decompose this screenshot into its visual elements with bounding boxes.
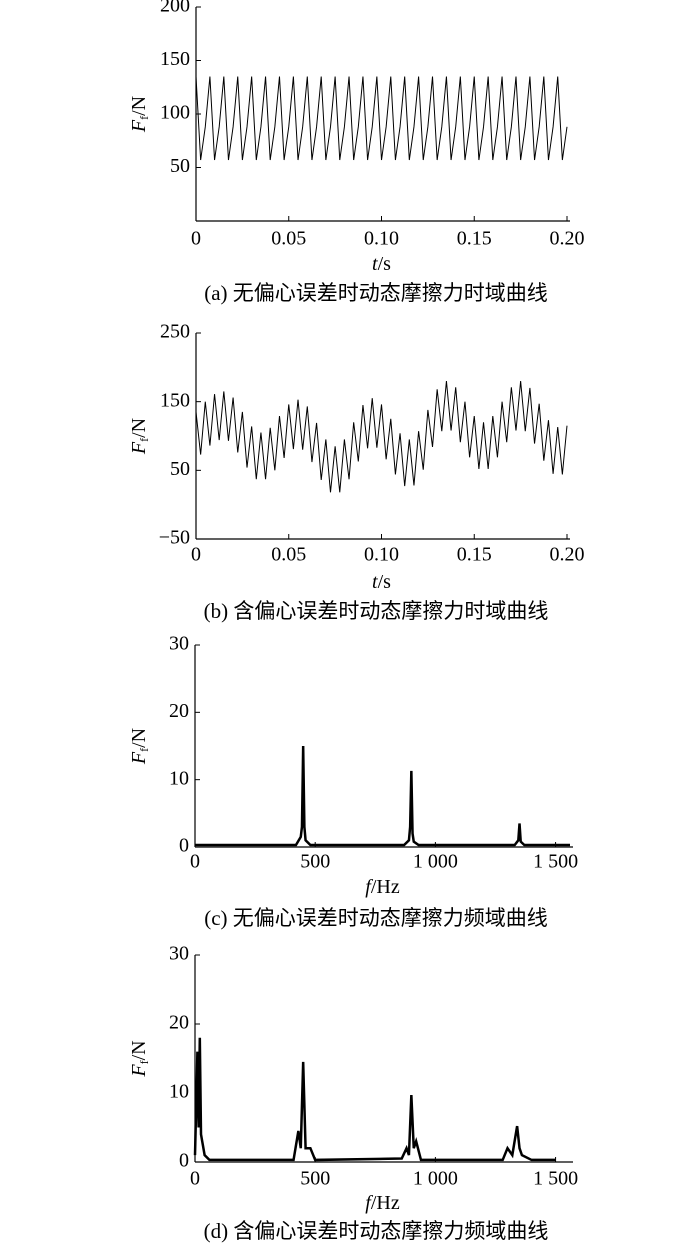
y-label-unit: /N xyxy=(128,1040,150,1060)
y-tick-label: 0 xyxy=(179,1150,189,1172)
y-axis-label: Ff/N xyxy=(128,96,151,133)
x-axis-label: f/Hz xyxy=(365,1192,400,1214)
x-tick-label: 1 000 xyxy=(413,851,458,873)
data-line xyxy=(193,1037,556,1162)
x-label-symbol: t xyxy=(372,571,378,593)
data-line xyxy=(195,76,568,161)
x-tick-label: 0.05 xyxy=(271,544,306,566)
x-tick-label: 0.20 xyxy=(550,544,585,566)
y-axis-label: Ff/N xyxy=(128,1040,151,1077)
data-line xyxy=(195,745,570,847)
x-tick-label: 0.20 xyxy=(550,228,585,250)
y-tick-label: 10 xyxy=(169,1081,189,1103)
caption: (c) 无偏心误差时动态摩擦力频域曲线 xyxy=(204,906,548,930)
caption: (d) 含偏心误差时动态摩擦力频域曲线 xyxy=(204,1219,549,1243)
x-label-symbol: t xyxy=(372,253,378,275)
y-label-symbol: F xyxy=(128,441,150,455)
y-tick-label: 0 xyxy=(179,835,189,857)
x-label-symbol: f xyxy=(365,876,373,898)
x-tick-label: 0.10 xyxy=(364,544,399,566)
y-tick-label: 250 xyxy=(160,321,190,343)
y-label-unit: /N xyxy=(128,418,150,438)
y-label-unit: /N xyxy=(128,96,150,116)
y-tick-label: 20 xyxy=(169,700,189,722)
x-axis-label: t/s xyxy=(372,253,391,275)
x-tick-label: 0 xyxy=(190,851,200,873)
y-tick-label: 30 xyxy=(169,633,189,655)
x-tick-label: 0.15 xyxy=(457,544,492,566)
y-tick-label: −50 xyxy=(159,527,190,549)
y-label-symbol: F xyxy=(128,119,150,133)
y-label-symbol: F xyxy=(128,751,150,765)
y-label-symbol: F xyxy=(128,1064,150,1078)
x-label-unit: /s xyxy=(378,253,392,275)
y-tick-label: 50 xyxy=(170,155,190,177)
x-label-unit: /Hz xyxy=(371,1192,400,1214)
x-axis-label: t/s xyxy=(372,571,391,593)
y-tick-label: 20 xyxy=(169,1012,189,1034)
y-tick-label: 150 xyxy=(160,48,190,70)
x-axis-label: f/Hz xyxy=(365,876,400,898)
y-tick-label: 50 xyxy=(170,458,190,480)
y-label-subscript: f xyxy=(137,116,151,120)
x-tick-label: 500 xyxy=(300,851,330,873)
caption: (a) 无偏心误差时动态摩擦力时域曲线 xyxy=(204,281,548,305)
x-label-unit: /s xyxy=(378,571,392,593)
x-tick-label: 1 000 xyxy=(413,1168,458,1190)
x-tick-label: 0.15 xyxy=(457,228,492,250)
x-tick-label: 500 xyxy=(300,1168,330,1190)
y-tick-label: 30 xyxy=(169,943,189,965)
caption: (b) 含偏心误差时动态摩擦力时域曲线 xyxy=(204,599,549,623)
y-tick-label: 10 xyxy=(169,767,189,789)
y-label-unit: /N xyxy=(128,728,150,748)
data-line xyxy=(195,381,568,493)
x-tick-label: 1 500 xyxy=(533,1168,578,1190)
x-tick-label: 0 xyxy=(191,544,201,566)
x-label-symbol: f xyxy=(365,1192,373,1214)
y-label-subscript: f xyxy=(137,438,151,442)
y-label-subscript: f xyxy=(137,748,151,752)
x-label-unit: /Hz xyxy=(371,876,400,898)
y-axis-label: Ff/N xyxy=(128,418,151,455)
y-label-subscript: f xyxy=(137,1060,151,1064)
x-tick-label: 0.05 xyxy=(271,228,306,250)
y-tick-label: 100 xyxy=(160,102,190,124)
x-tick-label: 0.10 xyxy=(364,228,399,250)
y-tick-label: 150 xyxy=(160,389,190,411)
y-tick-label: 200 xyxy=(160,0,190,17)
x-tick-label: 0 xyxy=(190,1168,200,1190)
x-tick-label: 1 500 xyxy=(533,851,578,873)
x-tick-label: 0 xyxy=(191,228,201,250)
y-axis-label: Ff/N xyxy=(128,728,151,765)
